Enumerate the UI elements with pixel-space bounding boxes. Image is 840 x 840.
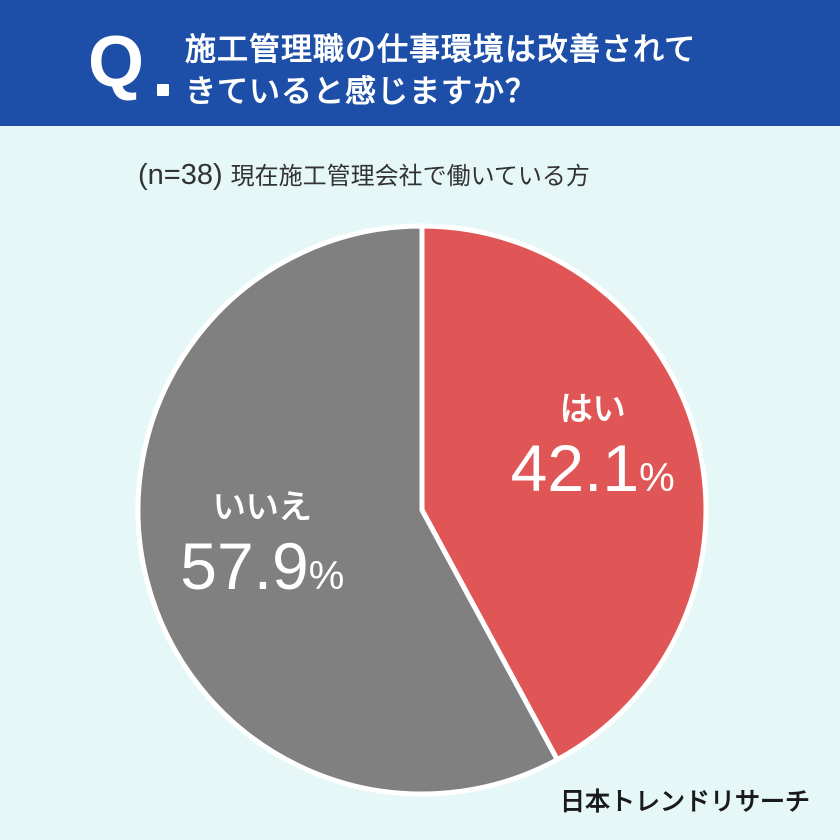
pie-slice-no [135,223,560,797]
slice-unit-no: % [308,554,345,599]
question-header: Q 施工管理職の仕事環境は改善されて きていると感じますか？ [0,0,840,126]
slice-name-yes: はい [559,388,626,428]
slice-value-yes: 42.1 [510,430,640,505]
sample-subtitle: (n=38) 現在施工管理会社で働いている方 [138,156,590,192]
slice-name-no: いいえ [212,487,312,527]
q-mark: Q [88,22,145,102]
slice-value-no: 57.9 [180,529,309,604]
slice-unit-yes: % [639,455,675,500]
question-line-2: きていると感じますか？ [185,74,537,110]
pie-slice-yes [419,223,709,763]
slice-label-yes: はい 42.1% [511,382,675,506]
question-line-1: 施工管理職の仕事環境は改善されて [185,32,697,68]
slice-label-no: いいえ 57.9% [180,480,344,604]
sample-size: (n=38) [138,159,223,191]
q-dot [157,84,169,96]
sample-description: 現在施工管理会社で働いている方 [230,162,590,190]
brand-logo: 日本トレンドリサーチ [559,787,810,816]
